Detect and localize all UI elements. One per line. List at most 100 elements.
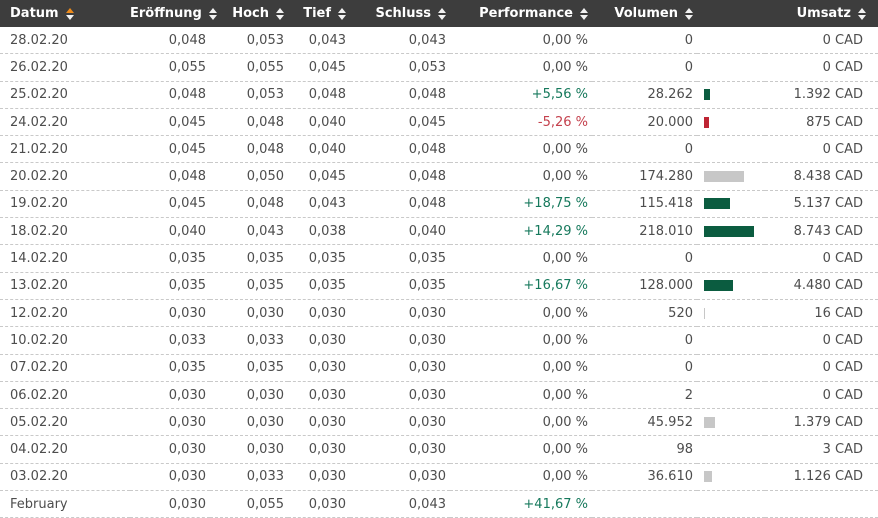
cell-volumen: 28.262 xyxy=(592,81,697,109)
cell-volume-bar xyxy=(697,217,765,246)
cell-tief: 0,030 xyxy=(288,490,350,518)
cell-hoch: 0,050 xyxy=(210,162,288,191)
cell-eroeffnung: 0,030 xyxy=(130,299,210,328)
cell-eroeffnung: 0,030 xyxy=(130,463,210,492)
cell-schluss: 0,048 xyxy=(350,162,450,191)
cell-tief: 0,030 xyxy=(288,354,350,382)
cell-performance: 0,00 % xyxy=(450,162,592,191)
cell-hoch: 0,030 xyxy=(210,381,288,410)
cell-tief: 0,038 xyxy=(288,217,350,246)
cell-umsatz: 5.137 CAD xyxy=(765,190,878,219)
cell-volume-bar xyxy=(697,244,765,273)
cell-schluss: 0,030 xyxy=(350,463,450,492)
cell-volume-bar xyxy=(697,408,765,437)
volume-bar xyxy=(704,416,715,428)
cell-hoch: 0,055 xyxy=(210,490,288,518)
cell-datum: 05.02.20 xyxy=(0,408,130,437)
cell-umsatz: 0 CAD xyxy=(765,381,878,410)
cell-schluss: 0,030 xyxy=(350,435,450,464)
cell-hoch: 0,048 xyxy=(210,190,288,219)
column-header-datum[interactable]: Datum xyxy=(0,0,130,27)
cell-umsatz: 1.126 CAD xyxy=(765,463,878,492)
sort-icon xyxy=(208,7,217,20)
cell-performance: 0,00 % xyxy=(450,381,592,410)
cell-hoch: 0,030 xyxy=(210,299,288,328)
table-row: 13.02.20 0,035 0,035 0,035 0,035 +16,67 … xyxy=(0,272,878,300)
column-label: Umsatz xyxy=(796,6,851,21)
cell-hoch: 0,055 xyxy=(210,53,288,82)
cell-volumen: 0 xyxy=(592,135,697,164)
cell-schluss: 0,043 xyxy=(350,490,450,518)
column-label: Datum xyxy=(10,6,59,21)
cell-eroeffnung: 0,030 xyxy=(130,408,210,437)
column-header-performance[interactable]: Performance xyxy=(450,0,592,27)
cell-schluss: 0,030 xyxy=(350,381,450,410)
cell-performance: +14,29 % xyxy=(450,217,592,246)
cell-schluss: 0,030 xyxy=(350,326,450,355)
column-header-tief[interactable]: Tief xyxy=(288,0,350,27)
cell-umsatz: 0 CAD xyxy=(765,27,878,55)
table-row: 26.02.20 0,055 0,055 0,045 0,053 0,00 % … xyxy=(0,53,878,82)
volume-bar xyxy=(704,89,710,101)
column-header-umsatz[interactable]: Umsatz xyxy=(765,0,878,27)
cell-volumen: 520 xyxy=(592,299,697,328)
cell-hoch: 0,035 xyxy=(210,272,288,300)
column-header-eroeffnung[interactable]: Eröffnung xyxy=(130,0,217,27)
cell-datum: 10.02.20 xyxy=(0,326,130,355)
cell-volumen: 0 xyxy=(592,244,697,273)
table-row: 03.02.20 0,030 0,033 0,030 0,030 0,00 % … xyxy=(0,463,878,492)
column-header-schluss[interactable]: Schluss xyxy=(350,0,450,27)
cell-volumen: 128.000 xyxy=(592,272,697,300)
column-label: Hoch xyxy=(232,6,269,21)
cell-volumen: 98 xyxy=(592,435,697,464)
volume-bar xyxy=(704,116,709,128)
table-row: 21.02.20 0,045 0,048 0,040 0,048 0,00 % … xyxy=(0,135,878,164)
table-body: 28.02.20 0,048 0,053 0,043 0,043 0,00 % … xyxy=(0,27,878,518)
cell-hoch: 0,048 xyxy=(210,108,288,137)
volume-bar xyxy=(704,225,754,237)
cell-datum: 25.02.20 xyxy=(0,81,130,109)
cell-umsatz: 0 CAD xyxy=(765,244,878,273)
cell-volumen: 218.010 xyxy=(592,217,697,246)
cell-datum: 03.02.20 xyxy=(0,463,130,492)
cell-datum: 13.02.20 xyxy=(0,272,130,300)
cell-umsatz: 8.743 CAD xyxy=(765,217,878,246)
cell-eroeffnung: 0,045 xyxy=(130,135,210,164)
table-row: 12.02.20 0,030 0,030 0,030 0,030 0,00 % … xyxy=(0,299,878,328)
cell-tief: 0,030 xyxy=(288,408,350,437)
cell-performance: +41,67 % xyxy=(450,490,592,518)
cell-eroeffnung: 0,045 xyxy=(130,108,210,137)
table-row: February 0,030 0,055 0,030 0,043 +41,67 … xyxy=(0,490,878,518)
cell-eroeffnung: 0,035 xyxy=(130,272,210,300)
cell-volume-bar xyxy=(697,135,765,164)
column-label: Schluss xyxy=(375,6,431,21)
cell-performance: +18,75 % xyxy=(450,190,592,219)
column-header-volumen[interactable]: Volumen xyxy=(592,0,697,27)
cell-tief: 0,040 xyxy=(288,108,350,137)
column-label: Performance xyxy=(479,6,573,21)
cell-volumen: 45.952 xyxy=(592,408,697,437)
cell-tief: 0,045 xyxy=(288,53,350,82)
cell-volumen: 174.280 xyxy=(592,162,697,191)
cell-performance: 0,00 % xyxy=(450,53,592,82)
column-header-hoch[interactable]: Hoch xyxy=(210,0,288,27)
cell-datum: 18.02.20 xyxy=(0,217,130,246)
cell-hoch: 0,053 xyxy=(210,81,288,109)
cell-volumen: 0 xyxy=(592,354,697,382)
cell-umsatz: 875 CAD xyxy=(765,108,878,137)
cell-volume-bar xyxy=(697,27,765,55)
cell-tief: 0,045 xyxy=(288,162,350,191)
volume-bar xyxy=(704,471,712,483)
cell-schluss: 0,048 xyxy=(350,81,450,109)
cell-volumen: 2 xyxy=(592,381,697,410)
cell-volumen: 36.610 xyxy=(592,463,697,492)
cell-umsatz: 1.392 CAD xyxy=(765,81,878,109)
cell-tief: 0,040 xyxy=(288,135,350,164)
cell-datum: 24.02.20 xyxy=(0,108,130,137)
cell-hoch: 0,053 xyxy=(210,27,288,55)
cell-eroeffnung: 0,040 xyxy=(130,217,210,246)
cell-umsatz: 0 CAD xyxy=(765,354,878,382)
cell-schluss: 0,048 xyxy=(350,190,450,219)
cell-volume-bar xyxy=(697,326,765,355)
